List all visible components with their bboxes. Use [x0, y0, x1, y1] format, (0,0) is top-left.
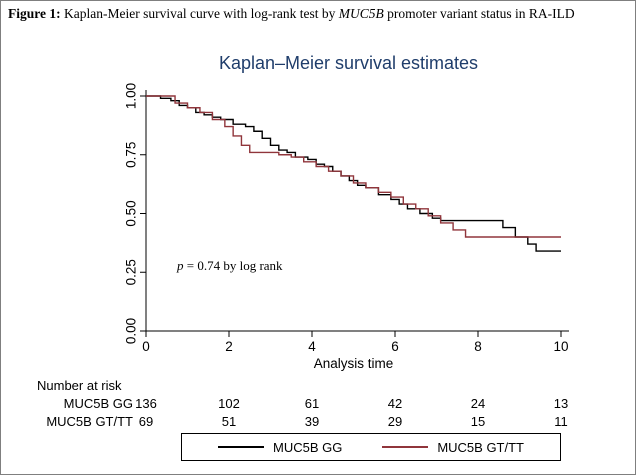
figure-caption: Figure 1: Kaplan-Meier survival curve wi… — [8, 5, 630, 23]
risk-count: 24 — [470, 396, 486, 411]
figure-caption-label: Figure 1: — [8, 6, 61, 21]
y-tick-label: 0.00 — [124, 318, 139, 344]
y-tick-label: 1.00 — [124, 83, 139, 109]
risk-count: 29 — [387, 414, 403, 429]
x-tick-label: 10 — [553, 339, 568, 354]
x-tick-label: 4 — [308, 339, 316, 354]
x-tick-label: 0 — [142, 339, 150, 354]
logrank-annotation: p = 0.74 by log rank — [177, 258, 283, 274]
chart-title: Kaplan–Meier survival estimates — [218, 53, 479, 73]
risk-count: 39 — [304, 414, 320, 429]
logrank-p-symbol: p — [177, 258, 184, 273]
figure-caption-text-2: promoter variant status in RA-ILD — [383, 6, 575, 21]
y-tick-label: 0.75 — [124, 142, 139, 168]
risk-count: 15 — [470, 414, 486, 429]
risk-count: 61 — [304, 396, 320, 411]
risk-count: 102 — [218, 396, 240, 411]
risk-count: 51 — [221, 414, 237, 429]
legend-label: MUC5B GG — [272, 439, 343, 455]
x-tick-label: 6 — [391, 339, 399, 354]
logrank-text: = 0.74 by log rank — [183, 258, 283, 273]
legend-item-1: MUC5B GT/TT — [382, 440, 524, 455]
legend: MUC5B GG MUC5B GT/TT — [181, 433, 561, 461]
y-tick-label: 0.25 — [124, 259, 139, 285]
risk-table: MUC5B GG 136 102 61 42 24 13 MUC5B GT/TT 69 51 39 2… — [1, 396, 635, 438]
x-axis-label: Analysis time — [313, 356, 394, 371]
legend-label: MUC5B GT/TT — [437, 439, 524, 455]
legend-line-icon — [382, 446, 429, 448]
risk-count: 13 — [553, 396, 569, 411]
figure-caption-text-1: Kaplan-Meier survival curve with log-ran… — [60, 6, 339, 21]
km-plot-svg: 0.00 0.25 0.50 0.75 1.00 0 2 4 6 8 10 — [124, 83, 569, 354]
risk-count: 42 — [387, 396, 403, 411]
risk-row-label: MUC5B GG — [63, 396, 133, 411]
legend-line-icon — [217, 446, 264, 448]
y-tick-label: 0.50 — [124, 200, 139, 226]
survival-curve-0 — [146, 95, 561, 252]
risk-count: 69 — [138, 414, 154, 429]
risk-count: 136 — [135, 396, 157, 411]
risk-table-header: Number at risk — [37, 378, 122, 393]
figure-caption-gene: MUC5B — [338, 6, 384, 21]
x-tick-label: 8 — [474, 339, 482, 354]
risk-count: 11 — [554, 414, 568, 429]
survival-curve-1 — [146, 95, 561, 238]
x-tick-label: 2 — [225, 339, 233, 354]
risk-row-label: MUC5B GT/TT — [46, 414, 133, 429]
legend-item-0: MUC5B GG — [217, 439, 343, 455]
